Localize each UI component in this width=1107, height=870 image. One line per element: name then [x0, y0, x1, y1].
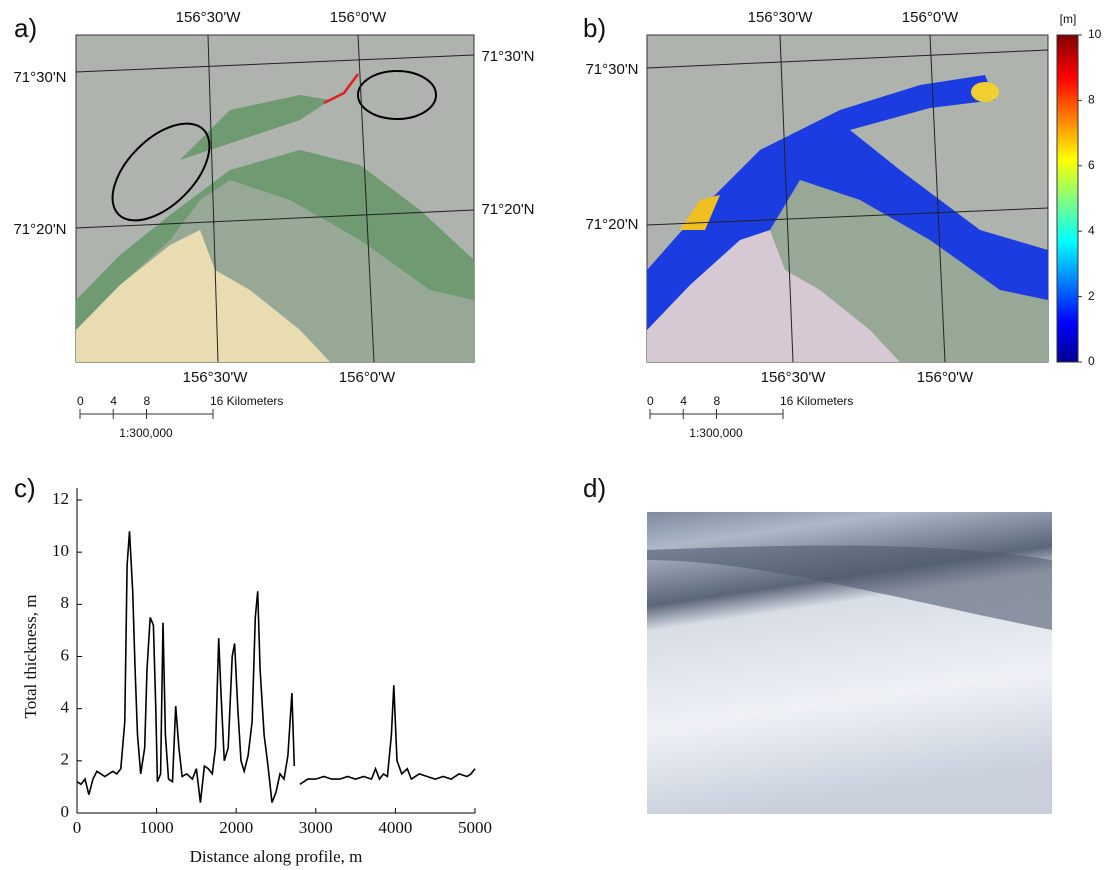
- scale-label: 8: [144, 394, 151, 408]
- colorbar-tick-label: 10: [1088, 27, 1102, 41]
- panel-label: b): [583, 13, 606, 43]
- graticule-label: 71°30'N: [481, 48, 534, 65]
- line: [77, 531, 475, 802]
- graticule-label: 71°20'N: [585, 216, 638, 233]
- graticule-label: 156°0'W: [902, 9, 959, 26]
- x-tick-label: 1000: [140, 818, 174, 837]
- colorbar-tick-label: 2: [1088, 289, 1095, 303]
- x-tick-label: 3000: [299, 818, 333, 837]
- y-axis-label: Total thickness, m: [21, 595, 40, 719]
- colorbar-tick-label: 6: [1088, 158, 1095, 172]
- graticule-label: 156°30'W: [183, 369, 249, 386]
- colorbar-tick-label: 8: [1088, 93, 1095, 107]
- graticule-label: 156°0'W: [339, 369, 396, 386]
- scale-ratio: 1:300,000: [689, 426, 743, 440]
- scale-label: 4: [680, 394, 687, 408]
- colorbar-tick-label: 4: [1088, 223, 1095, 237]
- graticule-label: 156°0'W: [330, 9, 387, 26]
- x-axis-label: Distance along profile, m: [190, 847, 363, 866]
- y-tick-label: 0: [61, 802, 70, 821]
- graticule-label: 71°30'N: [585, 61, 638, 78]
- scale-label: 0: [77, 394, 84, 408]
- graticule-label: 156°30'W: [176, 9, 242, 26]
- y-tick-label: 6: [61, 645, 70, 664]
- map-a: [76, 35, 474, 362]
- scale-ratio: 1:300,000: [119, 426, 173, 440]
- panel-label: d): [583, 473, 606, 503]
- colorbar-tick-label: 0: [1088, 354, 1095, 368]
- graticule-label: 71°30'N: [13, 69, 66, 86]
- x-tick-label: 5000: [458, 818, 492, 837]
- photo-d: [647, 512, 1052, 814]
- graticule-label: 71°20'N: [481, 201, 534, 218]
- scale-label: 8: [714, 394, 721, 408]
- scale-label: 16 Kilometers: [210, 394, 283, 408]
- y-tick-label: 2: [61, 750, 70, 769]
- y-tick-label: 8: [61, 593, 70, 612]
- graticule-label: 156°0'W: [917, 369, 974, 386]
- panel-label: c): [14, 473, 36, 503]
- scale-label: 16 Kilometers: [780, 394, 853, 408]
- graticule-label: 156°30'W: [761, 369, 827, 386]
- y-tick-label: 10: [52, 541, 69, 560]
- map-b: [647, 35, 1078, 362]
- graticule-label: 156°30'W: [748, 9, 814, 26]
- scale-label: 4: [110, 394, 117, 408]
- colorbar-label: [m]: [1060, 12, 1077, 26]
- graticule-label: 71°20'N: [13, 221, 66, 238]
- figure: a) b) c) d) [m] 156°30'W 156°0'W 156°30'W 1…: [0, 0, 1107, 870]
- colorbar: [1057, 35, 1078, 362]
- x-tick-label: 4000: [378, 818, 412, 837]
- y-tick-label: 12: [52, 489, 69, 508]
- x-tick-label: 2000: [219, 818, 253, 837]
- y-tick-label: 4: [61, 698, 70, 717]
- scale-label: 0: [647, 394, 654, 408]
- x-tick-label: 0: [73, 818, 82, 837]
- panel-label: a): [14, 13, 37, 43]
